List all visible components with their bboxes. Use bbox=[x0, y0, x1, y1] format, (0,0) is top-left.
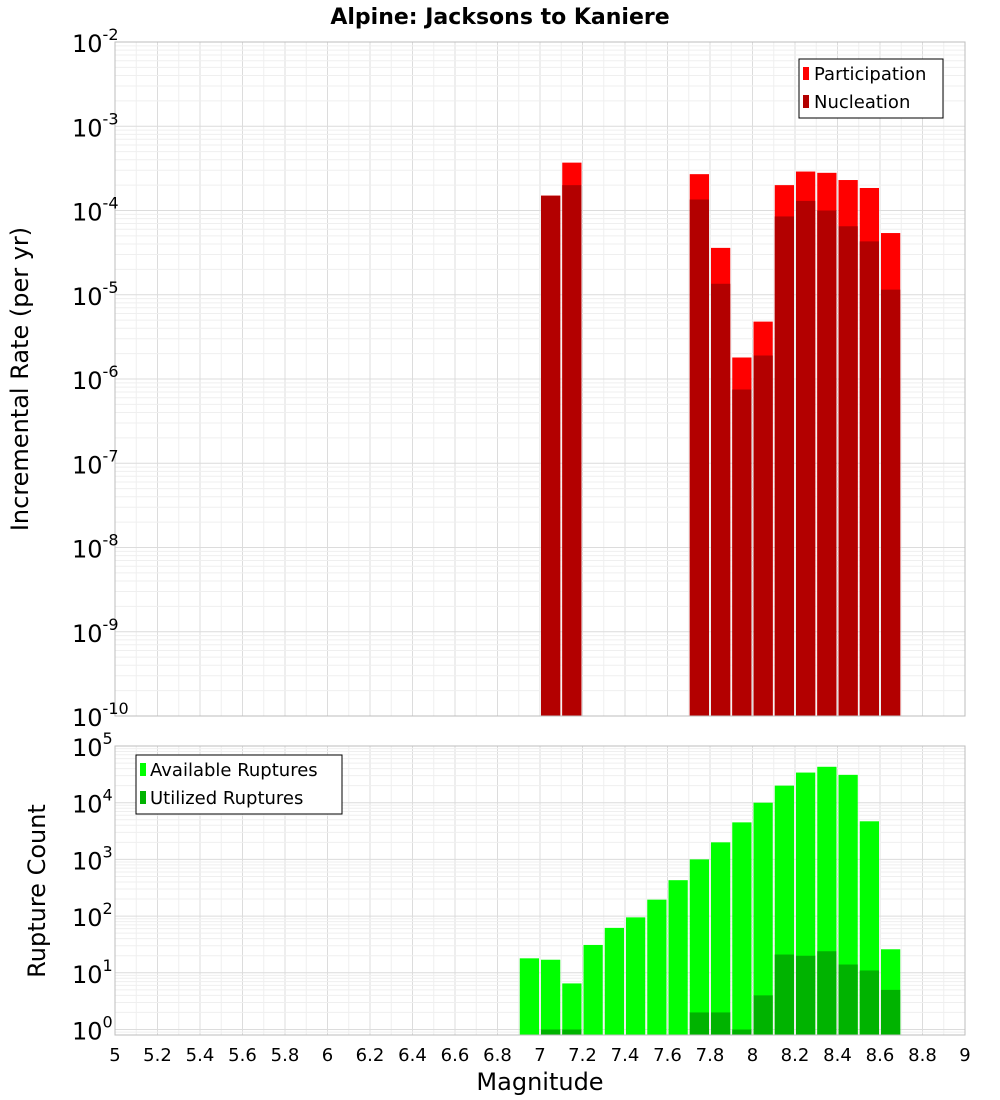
bar-nucleation bbox=[817, 210, 837, 716]
legend-label-utilized: Utilized Ruptures bbox=[150, 788, 303, 809]
top-y-tick-label: 10-3 bbox=[72, 109, 119, 142]
bar-available-ruptures bbox=[626, 917, 646, 1035]
top-y-tick-label: 10-5 bbox=[72, 278, 119, 311]
bottom-y-ticks: 105 104 103 102 101 100 bbox=[72, 729, 113, 1046]
bottom-panel: 105 104 103 102 101 100 Rupture Count Availab… bbox=[23, 729, 971, 1096]
x-tick-label: 7.4 bbox=[611, 1045, 640, 1066]
x-tick-label: 7.6 bbox=[653, 1045, 682, 1066]
chart-title: Alpine: Jacksons to Kaniere bbox=[330, 5, 669, 30]
bar-utilized-ruptures bbox=[838, 964, 858, 1035]
x-tick-label: 9 bbox=[959, 1045, 970, 1066]
x-tick-label: 8.8 bbox=[908, 1045, 937, 1066]
top-legend-box bbox=[798, 58, 944, 119]
bar-utilized-ruptures bbox=[774, 954, 794, 1035]
bar-utilized-ruptures bbox=[732, 1029, 752, 1035]
top-plot-frame bbox=[114, 41, 966, 717]
bar-available-ruptures bbox=[753, 802, 773, 1035]
bar-nucleation bbox=[689, 199, 709, 716]
x-tick-label: 6.4 bbox=[398, 1045, 427, 1066]
x-tick-label: 6.2 bbox=[356, 1045, 385, 1066]
bar-available-ruptures bbox=[689, 859, 709, 1035]
bottom-legend: Available Ruptures Utilized Ruptures bbox=[135, 754, 343, 815]
x-tick-label: 7.2 bbox=[568, 1045, 597, 1066]
x-ticks: 5 5.2 5.4 5.6 5.8 6 6.2 6.4 6.6 6.8 7 7.2 7.4 7.6 7.8 8… bbox=[109, 1045, 970, 1066]
bottom-legend-box bbox=[135, 754, 343, 815]
legend-label-nucleation: Nucleation bbox=[814, 92, 910, 113]
bar-nucleation bbox=[881, 289, 901, 716]
bar-utilized-ruptures bbox=[689, 1012, 709, 1035]
legend-swatch-available bbox=[140, 763, 146, 776]
bar-nucleation bbox=[838, 226, 858, 716]
bar-nucleation bbox=[774, 216, 794, 716]
bar-utilized-ruptures bbox=[796, 955, 816, 1035]
bar-nucleation bbox=[796, 200, 816, 716]
bar-available-ruptures bbox=[711, 842, 731, 1035]
bar-available-ruptures bbox=[583, 944, 603, 1035]
top-y-axis-label: Incremental Rate (per yr) bbox=[6, 227, 34, 531]
x-tick-label: 5.2 bbox=[143, 1045, 172, 1066]
bottom-plot-frame bbox=[114, 745, 966, 1036]
x-tick-label: 6 bbox=[322, 1045, 333, 1066]
bottom-y-tick-label: 102 bbox=[72, 899, 113, 932]
x-tick-label: 5 bbox=[109, 1045, 120, 1066]
bar-utilized-ruptures bbox=[562, 1029, 582, 1035]
top-y-tick-label: 10-9 bbox=[72, 615, 119, 648]
bar-utilized-ruptures bbox=[817, 951, 837, 1035]
bottom-y-tick-label: 103 bbox=[72, 842, 113, 875]
top-y-ticks: 10-2 10-3 10-4 10-5 10-6 10-7 10-8 10-9 10-10 bbox=[72, 25, 129, 732]
top-bars bbox=[541, 162, 901, 717]
bottom-y-tick-label: 105 bbox=[72, 729, 113, 762]
x-tick-label: 8.2 bbox=[781, 1045, 810, 1066]
legend-label-available: Available Ruptures bbox=[150, 760, 318, 781]
x-tick-label: 6.8 bbox=[483, 1045, 512, 1066]
top-y-tick-label: 10-6 bbox=[72, 362, 119, 395]
x-tick-label: 8.6 bbox=[866, 1045, 895, 1066]
top-legend: Participation Nucleation bbox=[798, 58, 944, 119]
x-tick-label: 5.6 bbox=[228, 1045, 257, 1066]
x-tick-label: 7.8 bbox=[696, 1045, 725, 1066]
bar-nucleation bbox=[859, 241, 879, 716]
bar-available-ruptures bbox=[604, 927, 624, 1035]
bar-nucleation bbox=[711, 283, 731, 716]
top-y-tick-label: 10-10 bbox=[72, 699, 129, 732]
bar-utilized-ruptures bbox=[541, 1029, 561, 1035]
legend-label-participation: Participation bbox=[814, 64, 926, 85]
x-axis-label: Magnitude bbox=[476, 1068, 603, 1096]
top-y-tick-label: 10-4 bbox=[72, 194, 119, 227]
bar-nucleation bbox=[562, 185, 582, 716]
top-y-tick-label: 10-8 bbox=[72, 531, 119, 564]
bottom-y-tick-label: 104 bbox=[72, 786, 113, 819]
bottom-y-tick-label: 100 bbox=[72, 1013, 113, 1046]
bar-nucleation bbox=[753, 355, 773, 716]
bar-available-ruptures bbox=[519, 958, 539, 1035]
bar-available-ruptures bbox=[562, 983, 582, 1035]
bar-nucleation bbox=[541, 195, 561, 716]
bottom-y-tick-label: 101 bbox=[72, 956, 113, 989]
legend-swatch-utilized bbox=[140, 791, 146, 804]
x-tick-label: 8.4 bbox=[823, 1045, 852, 1066]
bar-utilized-ruptures bbox=[881, 989, 901, 1035]
x-tick-label: 5.4 bbox=[186, 1045, 215, 1066]
bar-utilized-ruptures bbox=[711, 1012, 731, 1035]
x-tick-label: 5.8 bbox=[271, 1045, 300, 1066]
bottom-y-axis-label: Rupture Count bbox=[23, 804, 51, 978]
legend-swatch-nucleation bbox=[803, 95, 809, 108]
bar-available-ruptures bbox=[732, 822, 752, 1035]
bar-nucleation bbox=[732, 389, 752, 716]
x-tick-label: 6.6 bbox=[441, 1045, 470, 1066]
bottom-bars bbox=[519, 766, 901, 1035]
top-grid bbox=[114, 41, 966, 717]
legend-swatch-participation bbox=[803, 67, 809, 80]
bar-utilized-ruptures bbox=[753, 995, 773, 1035]
bar-available-ruptures bbox=[668, 880, 688, 1035]
top-y-tick-label: 10-7 bbox=[72, 446, 119, 479]
x-tick-label: 7 bbox=[534, 1045, 545, 1066]
bar-available-ruptures bbox=[541, 959, 561, 1035]
top-panel: 10-2 10-3 10-4 10-5 10-6 10-7 10-8 10-9 10-10 In… bbox=[6, 25, 966, 732]
x-tick-label: 8 bbox=[747, 1045, 758, 1066]
bar-utilized-ruptures bbox=[859, 970, 879, 1035]
top-y-tick-label: 10-2 bbox=[72, 25, 119, 58]
bar-available-ruptures bbox=[647, 899, 667, 1035]
